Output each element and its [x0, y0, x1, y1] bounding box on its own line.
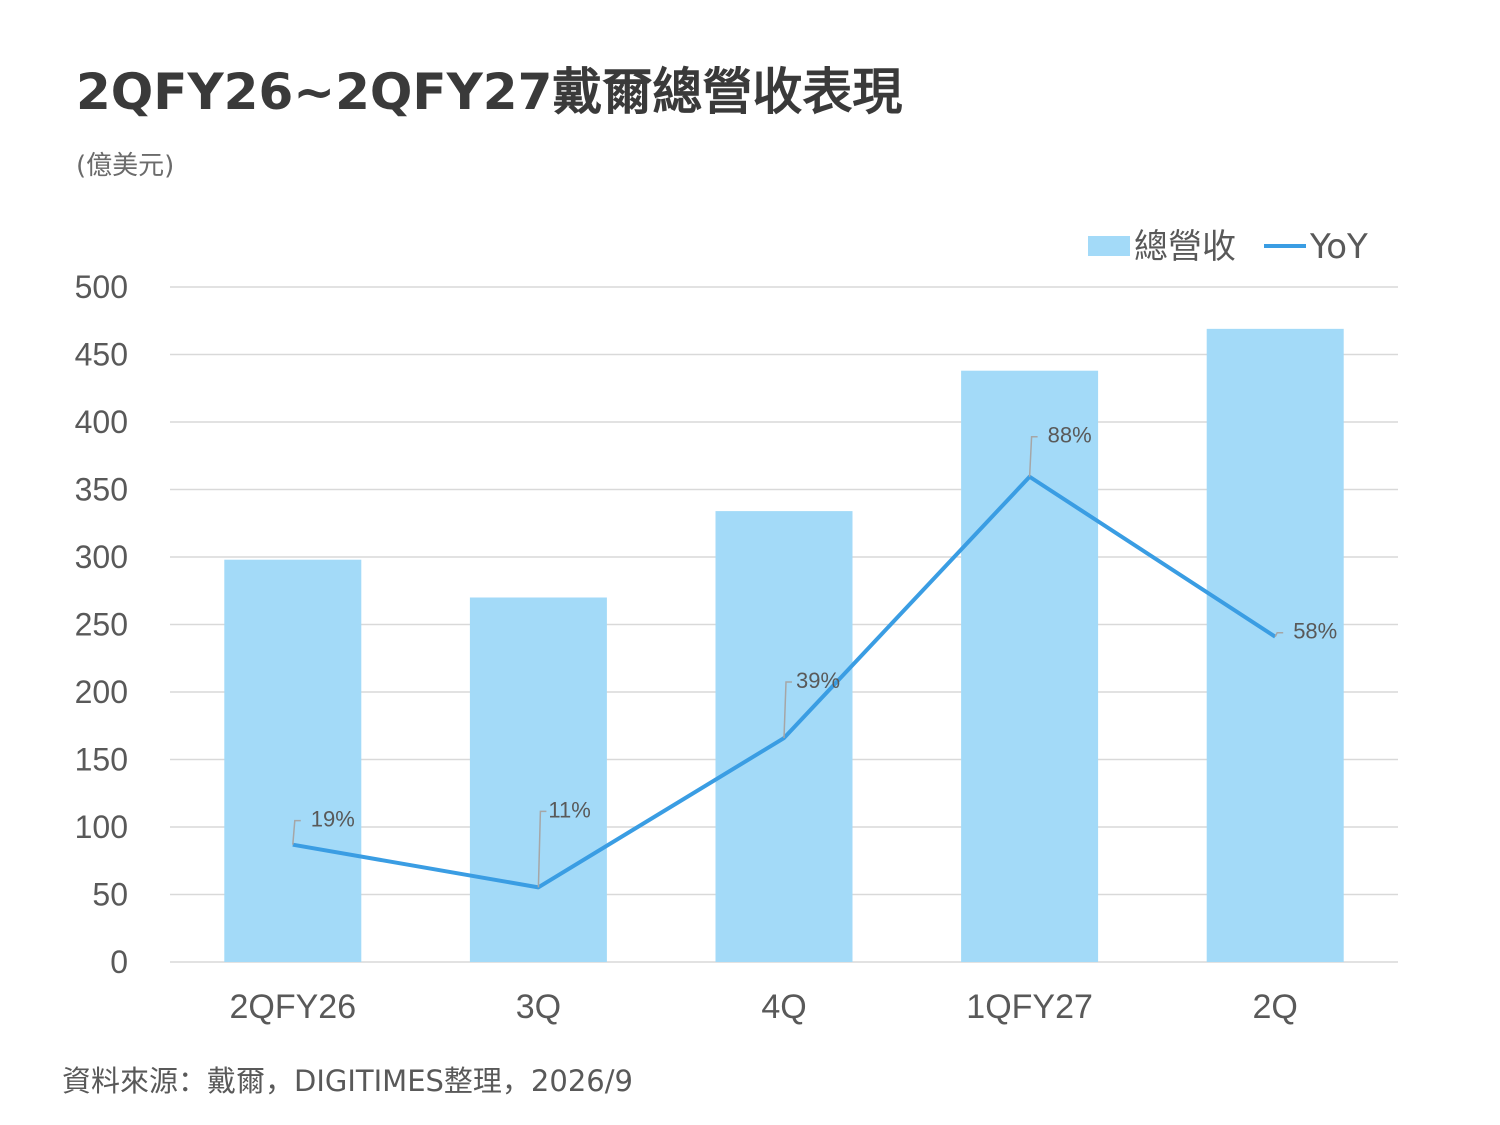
yoy-data-label: 58% [1293, 619, 1337, 644]
y-tick-label: 350 [75, 472, 128, 508]
y-axis-ticks: 0 50 100 150 200 250 300 350 400 450 500 [75, 269, 128, 980]
x-axis-ticks: 2QFY26 3Q 4Q 1QFY27 2Q [229, 988, 1297, 1026]
yoy-data-label: 88% [1048, 423, 1092, 448]
y-tick-label: 100 [75, 809, 128, 845]
legend-bar-swatch [1088, 236, 1130, 256]
x-tick-label: 3Q [516, 988, 561, 1026]
data-labels: 19% 11% 39% 88% 58% [292, 423, 1337, 888]
y-tick-label: 150 [75, 742, 128, 778]
y-tick-label: 0 [110, 944, 128, 980]
y-tick-label: 500 [75, 269, 128, 305]
legend: 總營收 YoY [1088, 227, 1368, 267]
yoy-data-label: 11% [548, 797, 590, 822]
bar [1206, 328, 1344, 963]
y-tick-label: 50 [92, 877, 128, 913]
bar [469, 597, 607, 962]
chart-title: 2QFY26~2QFY27戴爾總營收表現 [76, 63, 903, 121]
label-leader [783, 681, 792, 739]
label-leader [537, 810, 547, 888]
unit-label: (億美元) [76, 151, 175, 181]
y-tick-label: 200 [75, 674, 128, 710]
yoy-data-label: 39% [796, 668, 840, 693]
bar-series [224, 328, 1344, 963]
y-tick-label: 300 [75, 539, 128, 575]
legend-line-label: YoY [1309, 227, 1368, 267]
legend-bar-label: 總營收 [1134, 227, 1236, 267]
x-tick-label: 4Q [761, 988, 806, 1026]
label-leader [292, 819, 301, 845]
source-note: 資料來源：戴爾，DIGITIMES整理，2026/9 [62, 1064, 633, 1098]
x-tick-label: 1QFY27 [966, 988, 1093, 1026]
label-leader [1274, 631, 1284, 638]
y-tick-label: 250 [75, 607, 128, 643]
label-leader [1028, 435, 1038, 477]
x-tick-label: 2QFY26 [229, 988, 356, 1026]
bar [961, 370, 1099, 962]
bar [224, 559, 362, 962]
y-tick-label: 400 [75, 404, 128, 440]
y-tick-label: 450 [75, 337, 128, 373]
x-tick-label: 2Q [1253, 988, 1298, 1026]
yoy-data-label: 19% [311, 807, 355, 832]
